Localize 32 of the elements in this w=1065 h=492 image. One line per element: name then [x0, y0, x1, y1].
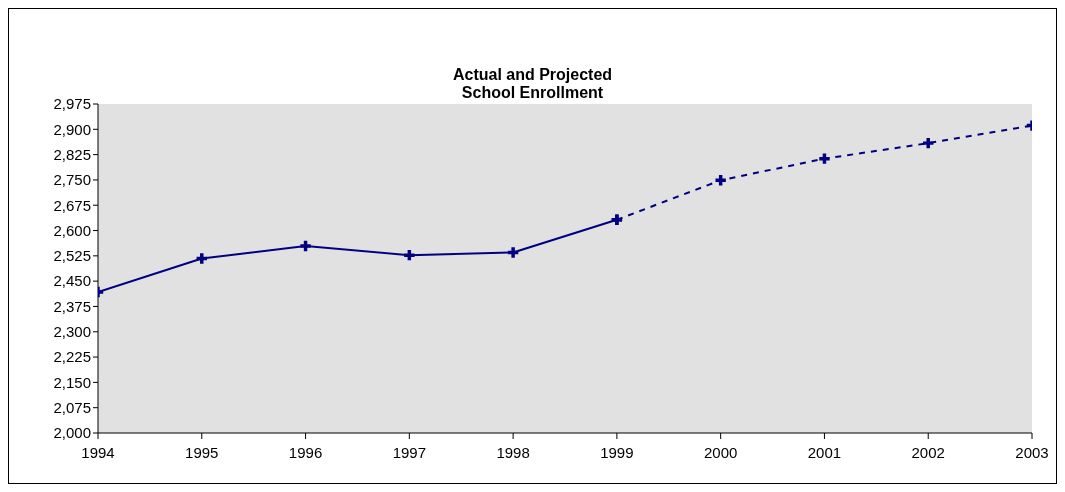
x-tick-label: 2001	[807, 443, 842, 461]
x-tick-label: 1995	[185, 443, 219, 461]
y-tick-label: 2,600	[53, 221, 91, 239]
x-tick-label: 1998	[496, 443, 530, 461]
point	[715, 175, 726, 186]
y-tick-label: 2,750	[53, 171, 91, 189]
x-tick-label: 1997	[392, 443, 427, 461]
y-tick-label: 2,825	[53, 145, 91, 163]
point	[196, 253, 207, 264]
x-tick-label: 1994	[81, 443, 115, 461]
y-tick-label: 2,000	[53, 424, 91, 442]
y-tick-label: 2,525	[53, 247, 91, 265]
y-tick-label: 2,900	[53, 120, 91, 138]
point	[819, 153, 830, 164]
x-tick-label: 2003	[1015, 443, 1049, 461]
y-tick-label: 2,225	[53, 348, 91, 366]
point	[923, 137, 934, 149]
y-tick-label: 2,450	[53, 272, 91, 290]
point	[507, 247, 519, 258]
point	[404, 249, 415, 261]
y-tick-label: 2,975	[53, 95, 91, 113]
y-tick-label: 2,375	[53, 297, 91, 315]
x-tick-label: 2002	[911, 443, 945, 461]
y-tick-label: 2,075	[53, 399, 91, 417]
y-tick-label: 2,150	[53, 373, 91, 391]
x-tick-label: 1996	[288, 443, 323, 461]
y-tick-label: 2,675	[53, 196, 91, 214]
y-tick-label: 2,300	[53, 323, 91, 341]
point	[300, 240, 311, 252]
x-tick-label: 1999	[600, 443, 634, 461]
x-tick-label: 2000	[703, 443, 738, 461]
chart-title: Actual and Projected School Enrollment	[451, 66, 614, 101]
